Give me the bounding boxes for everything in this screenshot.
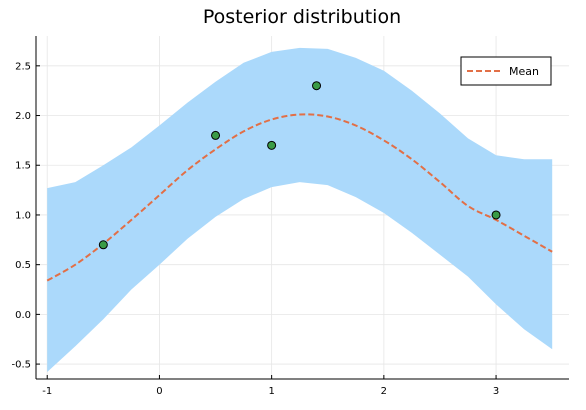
y-tick-label: 0.0 bbox=[15, 310, 31, 321]
y-tick-label: 0.5 bbox=[15, 260, 31, 271]
observation-point bbox=[312, 81, 322, 91]
x-tick-label: 0 bbox=[156, 386, 162, 397]
observation-point bbox=[211, 130, 221, 140]
observation-point bbox=[98, 240, 108, 250]
y-tick-label: 1.5 bbox=[15, 161, 31, 172]
mean-line bbox=[46, 113, 553, 282]
y-tick-label: -0.5 bbox=[11, 360, 31, 371]
y-tick-label: 1.0 bbox=[15, 210, 31, 221]
observation-points bbox=[98, 81, 501, 250]
x-ticks: -1 0 1 2 3 bbox=[42, 375, 499, 397]
x-tick-label: -1 bbox=[42, 386, 52, 397]
observation-point bbox=[491, 210, 501, 220]
observation-point bbox=[267, 140, 277, 150]
y-ticks: -0.5 0.0 0.5 1.0 1.5 2.0 2.5 bbox=[11, 61, 40, 371]
x-tick-label: 2 bbox=[381, 386, 387, 397]
x-tick-label: 1 bbox=[268, 386, 274, 397]
credible-band bbox=[47, 47, 553, 373]
legend: Mean bbox=[460, 56, 552, 86]
x-tick-label: 3 bbox=[493, 386, 499, 397]
y-tick-label: 2.0 bbox=[15, 111, 31, 122]
legend-mean-label: Mean bbox=[509, 65, 539, 78]
y-tick-label: 2.5 bbox=[15, 61, 31, 72]
chart-title: Posterior distribution bbox=[203, 6, 401, 28]
